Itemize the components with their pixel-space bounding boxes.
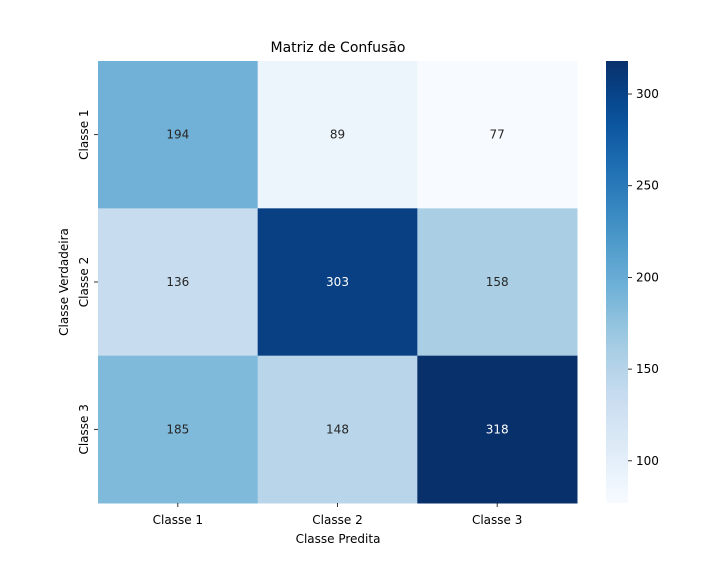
cell-value-label: 77 (490, 128, 505, 142)
heatmap-cells (98, 61, 578, 504)
cell-value-label: 136 (166, 275, 189, 289)
x-tick-label: Classe 2 (312, 513, 362, 527)
heatmap-cell (98, 208, 259, 357)
cell-value-label: 148 (326, 422, 349, 436)
x-axis-ticks: Classe 1 Classe 2 Classe 3 (153, 503, 522, 527)
y-axis-ticks: Classe 1 Classe 2 Classe 3 (77, 109, 98, 455)
y-tick-label: Classe 2 (77, 257, 91, 307)
colorbar-tick-label: 250 (636, 179, 659, 193)
cell-value-label: 318 (486, 422, 509, 436)
colorbar-tick-label: 300 (636, 87, 659, 101)
heatmap-cell (98, 355, 259, 504)
colorbar-tick-label: 150 (636, 362, 659, 376)
chart-title: Matriz de Confusão (271, 40, 406, 56)
cell-value-label: 185 (166, 422, 189, 436)
y-axis-label: Classe Verdadeira (57, 228, 71, 336)
heatmap-cell (417, 61, 578, 209)
heatmap-cell (257, 355, 418, 504)
heatmap-cell (417, 208, 578, 357)
y-tick-label: Classe 3 (77, 404, 91, 454)
cell-value-label: 303 (326, 275, 349, 289)
cell-value-label: 194 (166, 128, 189, 142)
x-tick-label: Classe 3 (472, 513, 522, 527)
colorbar-tick-label: 200 (636, 270, 659, 284)
heatmap-cell-labels: 194 89 77 136 303 158 185 148 318 (166, 128, 508, 437)
y-tick-label: Classe 1 (77, 109, 91, 159)
cell-value-label: 158 (486, 275, 509, 289)
heatmap-cell (98, 61, 259, 209)
heatmap-cell (257, 208, 418, 357)
x-axis-label: Classe Predita (296, 532, 381, 546)
cell-value-label: 89 (330, 128, 345, 142)
colorbar-ticks: 100 150 200 250 300 (628, 87, 659, 468)
x-tick-label: Classe 1 (153, 513, 203, 527)
heatmap-cell (257, 61, 418, 209)
colorbar-tick-label: 100 (636, 454, 659, 468)
heatmap-cell (417, 355, 578, 504)
colorbar (606, 61, 628, 503)
